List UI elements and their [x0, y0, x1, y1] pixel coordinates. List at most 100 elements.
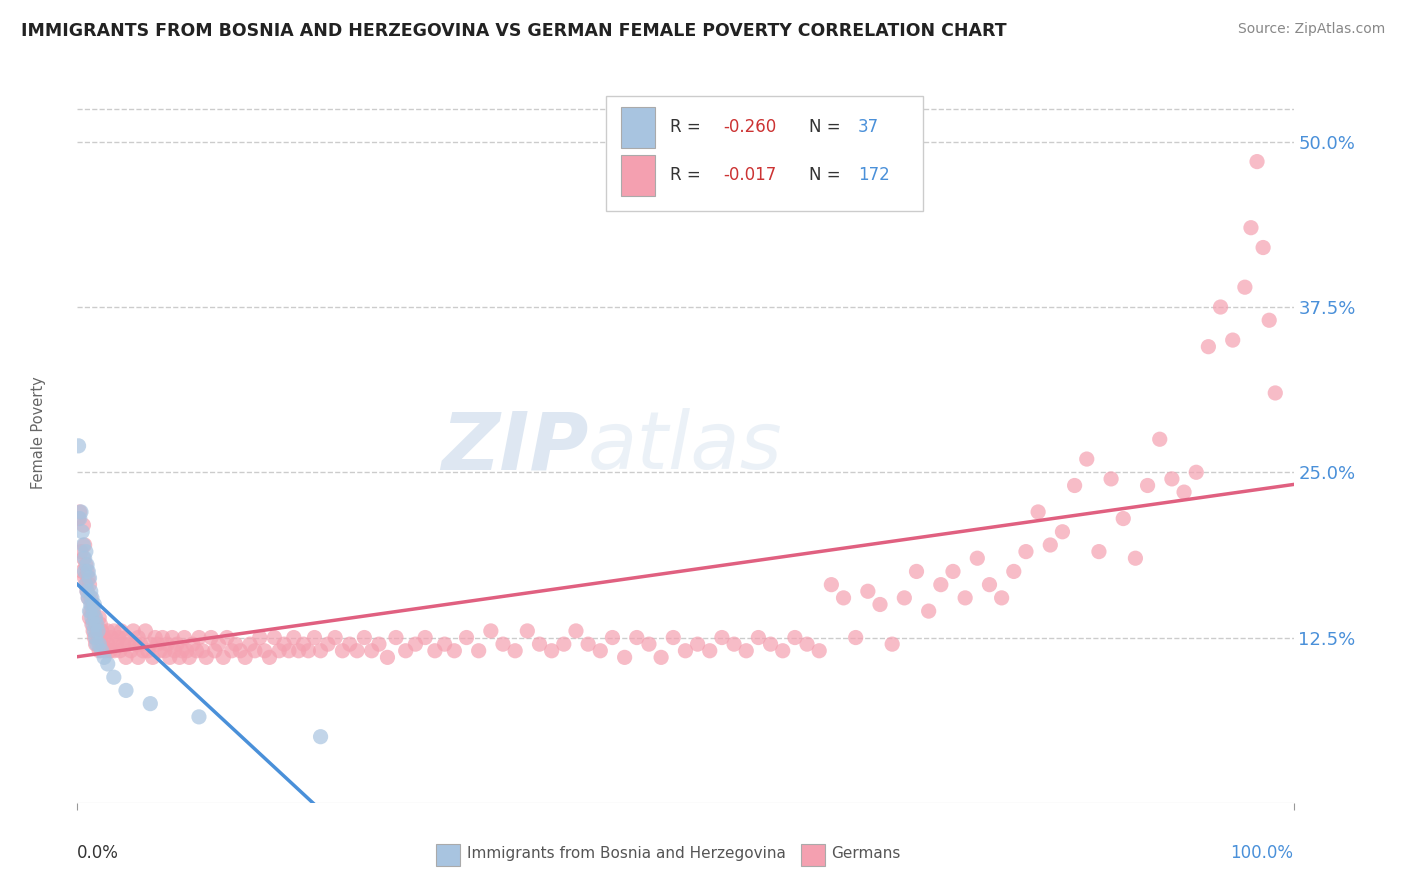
- Point: [70, 505, 93, 519]
- Point: [297, 644, 319, 658]
- Point: [1052, 524, 1074, 539]
- Point: [204, 644, 226, 658]
- Point: [125, 637, 148, 651]
- Point: [1246, 154, 1268, 169]
- Point: [179, 650, 201, 665]
- Point: [395, 644, 418, 658]
- Point: [89, 637, 111, 651]
- Point: [492, 637, 515, 651]
- Point: [127, 650, 149, 665]
- Point: [139, 697, 162, 711]
- Point: [423, 644, 446, 658]
- Point: [263, 631, 285, 645]
- Text: R =: R =: [669, 119, 706, 136]
- Point: [103, 670, 125, 684]
- Point: [132, 644, 155, 658]
- Point: [1039, 538, 1062, 552]
- Point: [108, 644, 131, 658]
- Point: [278, 644, 301, 658]
- Point: [304, 631, 326, 645]
- Point: [404, 637, 426, 651]
- Point: [346, 644, 368, 658]
- Point: [1209, 300, 1232, 314]
- Text: atlas: atlas: [588, 409, 783, 486]
- Point: [83, 610, 105, 624]
- Point: [115, 631, 138, 645]
- Point: [796, 637, 818, 651]
- Point: [89, 644, 111, 658]
- Point: [82, 604, 104, 618]
- Point: [83, 624, 105, 638]
- Point: [309, 730, 332, 744]
- Point: [110, 624, 132, 638]
- Point: [1258, 313, 1281, 327]
- Point: [529, 637, 551, 651]
- Point: [73, 571, 96, 585]
- Point: [115, 650, 138, 665]
- Point: [553, 637, 575, 651]
- Point: [77, 565, 100, 579]
- Point: [87, 624, 110, 638]
- Point: [72, 538, 94, 552]
- Point: [467, 644, 489, 658]
- Point: [675, 644, 697, 658]
- Point: [1125, 551, 1147, 566]
- Point: [83, 631, 105, 645]
- Point: [75, 577, 97, 591]
- Point: [309, 644, 332, 658]
- Point: [84, 637, 107, 651]
- Point: [215, 631, 238, 645]
- Point: [723, 637, 745, 651]
- Text: 37: 37: [858, 119, 879, 136]
- Point: [67, 511, 90, 525]
- Point: [107, 631, 129, 645]
- Text: IMMIGRANTS FROM BOSNIA AND HERZEGOVINA VS GERMAN FEMALE POVERTY CORRELATION CHAR: IMMIGRANTS FROM BOSNIA AND HERZEGOVINA V…: [21, 22, 1007, 40]
- Point: [80, 591, 103, 605]
- Point: [98, 644, 121, 658]
- Point: [710, 631, 733, 645]
- Text: ZIP: ZIP: [440, 409, 588, 486]
- FancyBboxPatch shape: [801, 844, 825, 866]
- Point: [316, 637, 339, 651]
- Text: -0.017: -0.017: [723, 166, 776, 185]
- Point: [86, 624, 108, 638]
- Point: [75, 544, 97, 558]
- Point: [772, 644, 794, 658]
- Point: [1222, 333, 1244, 347]
- Point: [576, 637, 599, 651]
- Point: [662, 631, 685, 645]
- Point: [759, 637, 782, 651]
- Point: [142, 650, 165, 665]
- Point: [283, 631, 305, 645]
- Point: [565, 624, 588, 638]
- Point: [377, 650, 399, 665]
- Point: [83, 598, 105, 612]
- Text: Source: ZipAtlas.com: Source: ZipAtlas.com: [1237, 22, 1385, 37]
- Point: [73, 565, 96, 579]
- Point: [153, 644, 176, 658]
- Point: [93, 631, 115, 645]
- Point: [139, 637, 162, 651]
- Point: [76, 558, 98, 572]
- Point: [143, 631, 166, 645]
- Point: [905, 565, 928, 579]
- Point: [97, 657, 120, 671]
- Point: [953, 591, 976, 605]
- Point: [360, 644, 382, 658]
- Point: [456, 631, 478, 645]
- FancyBboxPatch shape: [621, 107, 655, 147]
- Point: [613, 650, 636, 665]
- FancyBboxPatch shape: [436, 844, 460, 866]
- Point: [77, 591, 100, 605]
- Text: Germans: Germans: [831, 846, 901, 861]
- Point: [1026, 505, 1049, 519]
- Point: [929, 577, 952, 591]
- Text: 172: 172: [858, 166, 890, 185]
- Point: [626, 631, 648, 645]
- Point: [87, 631, 110, 645]
- Point: [990, 591, 1012, 605]
- Point: [146, 637, 169, 651]
- Point: [332, 644, 354, 658]
- Text: -0.260: -0.260: [723, 119, 776, 136]
- Point: [287, 644, 309, 658]
